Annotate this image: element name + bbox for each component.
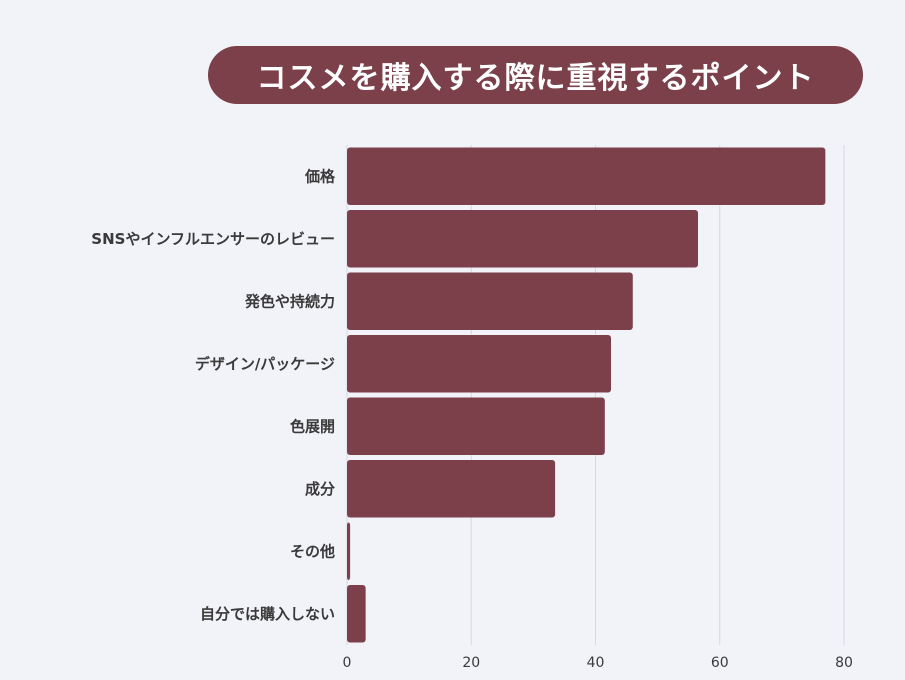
bar bbox=[347, 585, 366, 643]
x-tick-label: 80 bbox=[835, 655, 853, 671]
category-label: デザイン/パッケージ bbox=[195, 355, 335, 373]
bar bbox=[347, 335, 612, 393]
category-label: その他 bbox=[290, 542, 335, 560]
category-label: 成分 bbox=[305, 480, 335, 498]
bar bbox=[347, 210, 699, 268]
chart-title: コスメを購入する際に重視するポイント bbox=[208, 46, 863, 104]
bar bbox=[347, 522, 351, 580]
x-tick-label: 20 bbox=[462, 655, 480, 671]
category-label: SNSやインフルエンサーのレビュー bbox=[91, 230, 335, 248]
category-label: 価格 bbox=[304, 167, 336, 185]
category-label: 色展開 bbox=[290, 417, 335, 435]
x-tick-label: 40 bbox=[587, 655, 605, 671]
bar bbox=[347, 147, 826, 205]
x-tick-label: 60 bbox=[711, 655, 729, 671]
bar bbox=[347, 272, 633, 330]
bar bbox=[347, 397, 605, 455]
category-label: 自分では購入しない bbox=[200, 605, 335, 623]
x-tick-label: 0 bbox=[343, 655, 352, 671]
bar bbox=[347, 460, 556, 518]
bars bbox=[347, 147, 826, 643]
x-tick-labels: 0 20 40 60 80 bbox=[343, 655, 853, 671]
category-label: 発色や持続力 bbox=[244, 292, 335, 310]
category-labels: 価格 SNSやインフルエンサーのレビュー発色や持続力デザイン/パッケージ色展開成分… bbox=[91, 167, 336, 623]
